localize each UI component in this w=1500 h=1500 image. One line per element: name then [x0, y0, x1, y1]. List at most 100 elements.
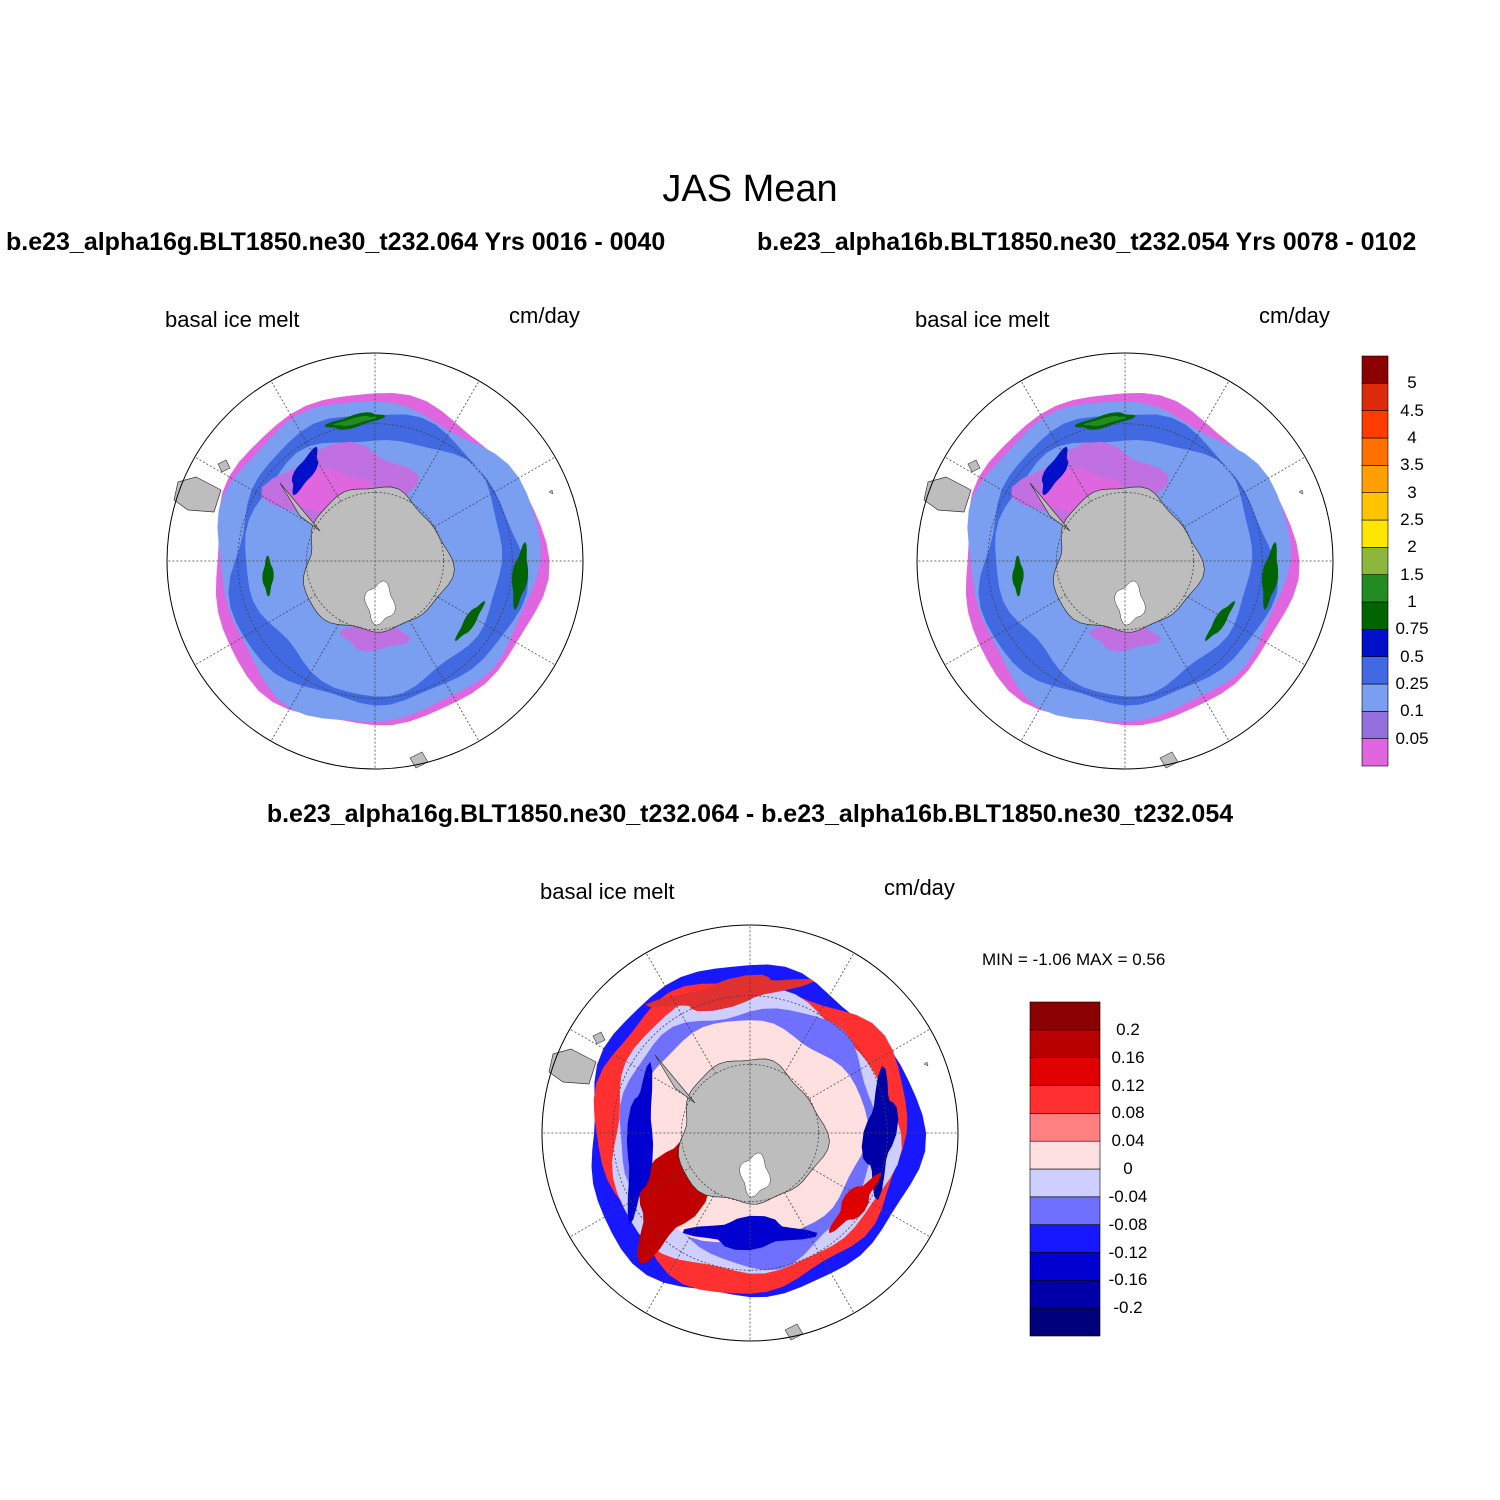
case1-meridian-2	[408, 620, 480, 742]
colorbar-diff-tick-label: -0.08	[1108, 1214, 1148, 1234]
colorbar-diff-tick-label: -0.12	[1108, 1242, 1148, 1262]
colorbar-main-tick-label: 1.5	[1400, 564, 1424, 584]
case1-meridian-8	[270, 380, 342, 502]
diff-graticule	[542, 925, 958, 1341]
colorbar-main-box-5	[1361, 601, 1389, 630]
case2-meridian-10	[1158, 380, 1230, 502]
colorbar-diff-box-10	[1029, 1029, 1101, 1058]
colorbar-main-tick-label: 3	[1407, 482, 1417, 502]
colorbar-main-tick-label: 0.1	[1400, 701, 1424, 721]
colorbar-main-box-12	[1361, 410, 1389, 439]
polar-map-case1	[166, 352, 584, 770]
case2-meridian-11	[1184, 456, 1306, 528]
case1-dark-blue-west	[291, 446, 319, 496]
case1-peninsula	[279, 482, 321, 532]
colorbar-main-box-10	[1361, 465, 1389, 493]
colorbar-diff-tick-label: 0.08	[1111, 1103, 1145, 1123]
right-variable-label: basal ice melt	[915, 307, 1050, 332]
diff-falklands	[592, 1031, 606, 1045]
colorbar-diff-box-1	[1029, 1280, 1101, 1309]
case2-peninsula	[1029, 482, 1071, 532]
diff-variable-label: basal ice melt	[540, 879, 675, 904]
colorbar-diff-tick-label: 0.12	[1111, 1075, 1145, 1095]
colorbar-main-tick-label: 4	[1407, 428, 1417, 447]
colorbar-main-tick-label: 4.5	[1400, 400, 1424, 420]
case1-graticule	[167, 353, 583, 769]
colorbar-main-tick-label: 0.05	[1395, 728, 1429, 748]
case2-map-border	[916, 352, 1334, 770]
colorbar-diff-box-6	[1029, 1140, 1101, 1170]
diff-peninsula	[654, 1054, 696, 1104]
case2-ross-ice-shelf	[1114, 580, 1146, 626]
colorbar-diff-tick-label: -0.16	[1108, 1270, 1148, 1290]
case2-graticule	[917, 353, 1333, 769]
colorbar-main	[1361, 355, 1389, 767]
diff-diff-red-southeast	[828, 1172, 882, 1234]
colorbar-diff-box-8	[1029, 1085, 1101, 1114]
case2-meridian-2	[1158, 620, 1230, 742]
case1-kerguelen	[548, 489, 554, 495]
colorbar-diff-box-0	[1029, 1307, 1101, 1337]
diff-meridian-7	[569, 1028, 691, 1100]
diff-kerguelen	[923, 1061, 929, 1067]
diff-diff-red-north	[645, 974, 815, 1012]
colorbar-main-box-3	[1361, 656, 1389, 685]
colorbar-main-box-7	[1361, 547, 1389, 575]
case1-meridian-4	[270, 620, 342, 742]
case1-south-america	[173, 476, 222, 513]
case1-green-west	[262, 555, 274, 597]
colorbar-main-tick-label: 3.5	[1400, 455, 1424, 475]
case2-falklands	[967, 459, 981, 473]
case2-title: b.e23_alpha16b.BLT1850.ne30_t232.054 Yrs…	[757, 228, 1417, 256]
page-title: JAS Mean	[662, 168, 838, 210]
diff-meridian-2	[783, 1192, 855, 1314]
colorbar-main-tick-label: 0.5	[1400, 646, 1424, 666]
colorbar-main-tick-label: 0.25	[1395, 674, 1429, 693]
case1-meridian-10	[408, 380, 480, 502]
colorbar-main-tick-label: 5	[1407, 373, 1417, 393]
diff-diff-blue-south	[682, 1215, 818, 1251]
case2-dark-blue-west	[1041, 446, 1069, 496]
diff-south-america	[548, 1048, 597, 1085]
colorbar-diff-box-2	[1029, 1252, 1101, 1281]
diff-meridian-11	[809, 1028, 931, 1100]
colorbar-main-box-0	[1361, 738, 1389, 767]
colorbar-diff-box-3	[1029, 1224, 1101, 1253]
left-variable-label: basal ice melt	[165, 307, 300, 332]
case2-green-west	[1012, 555, 1024, 597]
colorbar-diff-tick-label: -0.04	[1108, 1186, 1148, 1206]
diff-ross-ice-shelf	[739, 1152, 771, 1198]
case1-meridian-7	[194, 456, 316, 528]
colorbar-diff-tick-label: 0.2	[1116, 1019, 1140, 1039]
case2-meridian-1	[1184, 594, 1306, 666]
case1-meridian-11	[434, 456, 556, 528]
case1-falklands	[217, 459, 231, 473]
diff-meridian-1	[809, 1166, 931, 1238]
colorbar-diff-box-4	[1029, 1196, 1101, 1225]
colorbar-main-box-14	[1361, 355, 1389, 384]
diff-meridian-4	[645, 1192, 717, 1314]
case2-green-east	[1261, 542, 1279, 610]
polar-map-case2	[916, 352, 1334, 770]
colorbar-main-tick-label: 0.75	[1395, 619, 1429, 639]
diff-diff-blue-west	[626, 1061, 654, 1225]
colorbar-diff-tick-label: -0.2	[1113, 1298, 1143, 1318]
colorbar-difference	[1029, 1001, 1101, 1337]
colorbar-main-tick-label: 2.5	[1400, 510, 1424, 529]
diff-units-label: cm/day	[884, 875, 955, 900]
colorbar-main-box-4	[1361, 629, 1389, 657]
diff-meridian-5	[569, 1166, 691, 1238]
right-units-label: cm/day	[1259, 303, 1330, 328]
case2-meridian-5	[944, 594, 1066, 666]
colorbar-main-box-13	[1361, 383, 1389, 411]
polar-map-difference	[541, 924, 959, 1342]
case1-meridian-1	[434, 594, 556, 666]
case2-meridian-8	[1020, 380, 1092, 502]
case2-south-america	[923, 476, 972, 513]
case1-green-east	[511, 542, 529, 610]
case1-green-north-core	[333, 416, 377, 426]
case2-meridian-7	[944, 456, 1066, 528]
case2-meridian-4	[1020, 620, 1092, 742]
colorbar-diff-tick-label: 0.04	[1111, 1131, 1145, 1151]
colorbar-main-box-6	[1361, 574, 1389, 603]
